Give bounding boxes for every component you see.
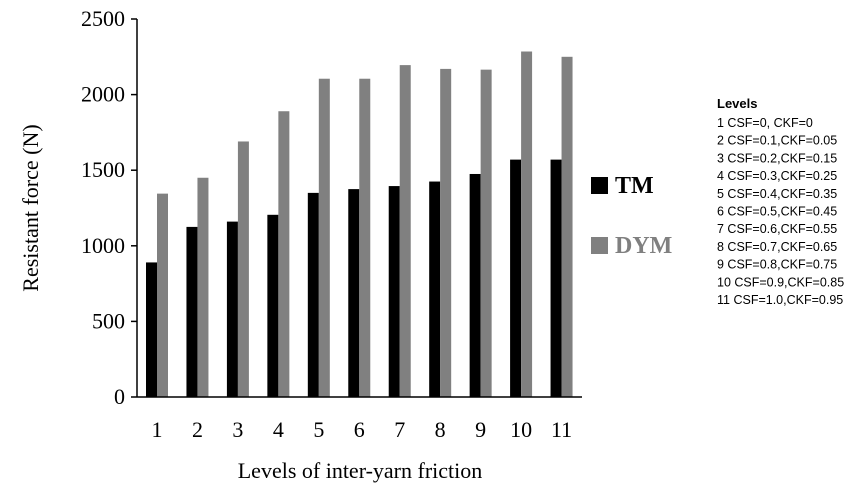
levels-note-item: 6 CSF=0.5,CKF=0.45: [717, 205, 837, 219]
bar-dym-10: [521, 51, 533, 398]
bar-tm-5: [307, 192, 319, 397]
levels-note-item: 3 CSF=0.2,CKF=0.15: [717, 151, 837, 165]
legend-swatch-dym: [591, 237, 608, 254]
y-tick-label: 1500: [81, 157, 125, 182]
levels-note-title: Levels: [717, 96, 757, 111]
bar-tm-3: [226, 221, 238, 397]
bar-dym-2: [197, 177, 209, 397]
bar-tm-2: [186, 226, 198, 397]
y-ticks-group: 0 500 1000 1500 2000 2500: [81, 6, 137, 409]
levels-note: Levels 1 CSF=0, CKF=0 2 CSF=0.1,CKF=0.05 3 …: [717, 96, 844, 307]
x-tick-label: 10: [510, 417, 532, 442]
bar-dym-11: [561, 56, 573, 398]
bar-tm-6: [348, 189, 360, 397]
levels-note-item: 7 CSF=0.6,CKF=0.55: [717, 222, 837, 236]
y-tick-label: 0: [114, 384, 125, 409]
levels-note-item: 10 CSF=0.9,CKF=0.85: [717, 275, 844, 289]
x-tick-label: 3: [232, 417, 243, 442]
x-tick-label: 4: [273, 417, 284, 442]
x-tick-label: 6: [354, 417, 365, 442]
levels-note-item: 8 CSF=0.7,CKF=0.65: [717, 240, 837, 254]
y-tick-label: 2000: [81, 82, 125, 107]
bar-tm-7: [388, 186, 400, 397]
legend-label-dym: DYM: [615, 233, 672, 259]
bar-tm-8: [429, 181, 441, 397]
bar-tm-10: [510, 159, 522, 397]
legend: TM DYM: [591, 173, 672, 259]
x-tick-label: 8: [435, 417, 446, 442]
bar-dym-6: [359, 78, 371, 397]
bar-dym-7: [399, 65, 411, 397]
levels-note-item: 5 CSF=0.4,CKF=0.35: [717, 187, 837, 201]
y-tick-label: 1000: [81, 233, 125, 258]
levels-note-item: 2 CSF=0.1,CKF=0.05: [717, 134, 837, 148]
x-tick-label: 2: [192, 417, 203, 442]
levels-note-item: 9 CSF=0.8,CKF=0.75: [717, 258, 837, 272]
legend-swatch-tm: [591, 177, 608, 194]
bar-dym-5: [318, 78, 330, 397]
levels-note-item: 1 CSF=0, CKF=0: [717, 116, 813, 130]
x-tick-label: 1: [152, 417, 163, 442]
x-tick-label: 5: [313, 417, 324, 442]
bar-tm-11: [550, 159, 562, 397]
x-tick-label: 7: [394, 417, 405, 442]
bar-dym-4: [278, 111, 290, 398]
bar-tm-4: [267, 214, 279, 397]
levels-note-item: 11 CSF=1.0,CKF=0.95: [717, 293, 843, 307]
levels-note-item: 4 CSF=0.3,CKF=0.25: [717, 169, 837, 183]
bar-tm-9: [469, 173, 481, 397]
x-axis-label: Levels of inter-yarn friction: [238, 458, 483, 483]
bar-tm-1: [146, 262, 157, 397]
x-ticks-group: 1 2 3 4 5 6 7 8 9 10 11: [152, 417, 573, 442]
x-tick-label: 9: [475, 417, 486, 442]
bar-dym-1: [157, 193, 168, 397]
y-tick-label: 500: [92, 308, 125, 333]
legend-label-tm: TM: [615, 173, 654, 199]
y-axis-label: Resistant force (N): [18, 124, 43, 291]
y-tick-label: 2500: [81, 6, 125, 31]
bars-group: [146, 51, 573, 398]
bar-dym-8: [440, 68, 452, 398]
x-tick-label: 11: [551, 417, 572, 442]
bar-dym-3: [237, 141, 249, 397]
bar-dym-9: [480, 69, 492, 397]
